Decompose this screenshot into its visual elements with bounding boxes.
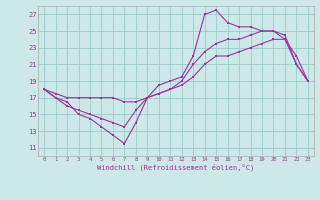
- X-axis label: Windchill (Refroidissement éolien,°C): Windchill (Refroidissement éolien,°C): [97, 164, 255, 171]
